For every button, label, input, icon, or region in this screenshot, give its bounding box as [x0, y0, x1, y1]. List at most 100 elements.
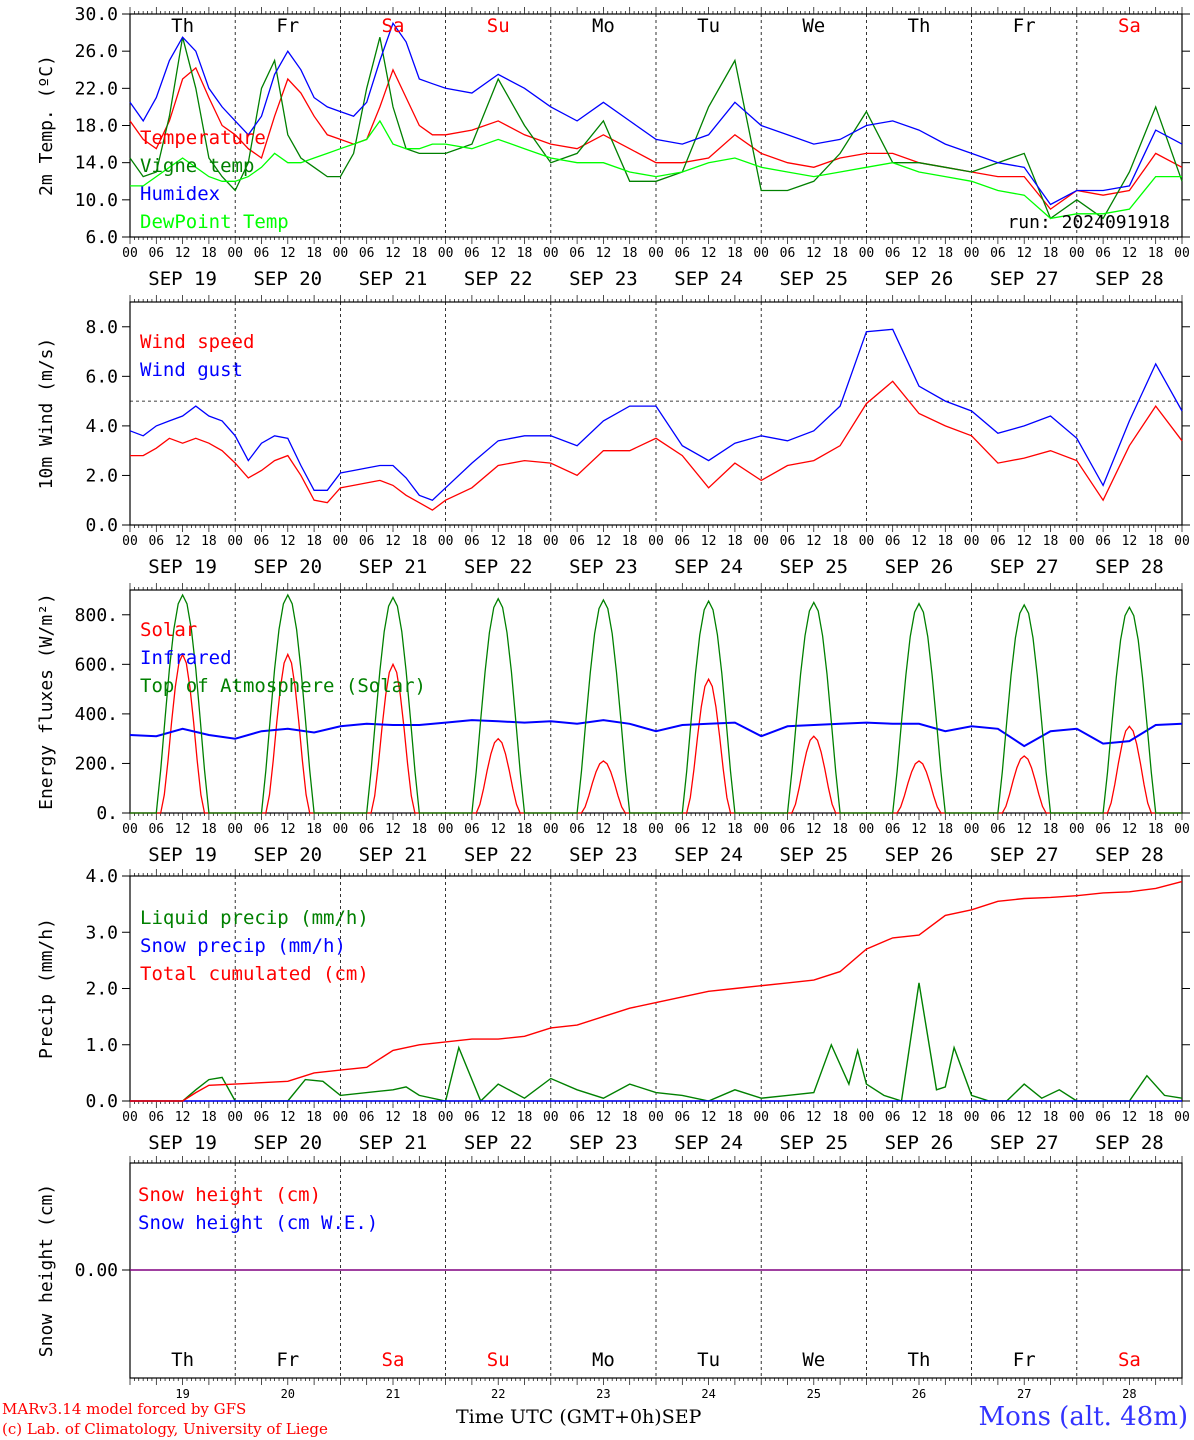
x-hour-tick-label: 12 — [490, 1110, 506, 1125]
x-hour-tick-label: 00 — [227, 822, 243, 837]
x-hour-tick-label: 18 — [1043, 534, 1059, 549]
x-hour-tick-label: 18 — [727, 246, 743, 261]
x-hour-tick-label: 00 — [227, 246, 243, 261]
wind-legend-entry: Wind gust — [140, 359, 243, 381]
x-hour-tick-label: 06 — [359, 246, 375, 261]
bottom-day-label: Tu — [697, 1349, 720, 1371]
x-hour-tick-label: 12 — [385, 1110, 401, 1125]
x-hour-tick-label: 06 — [569, 1110, 585, 1125]
x-hour-tick-label: 18 — [1148, 1110, 1164, 1125]
x-hour-tick-label: 18 — [517, 534, 533, 549]
y-tick-label: 22.0 — [75, 78, 118, 99]
x-hour-tick-label: 06 — [990, 822, 1006, 837]
top-day-label: Th — [171, 15, 194, 37]
top-day-label: Sa — [382, 15, 405, 37]
x-hour-tick-label: 18 — [832, 246, 848, 261]
x-hour-tick-label: 12 — [1122, 534, 1138, 549]
x-hour-tick-label: 06 — [148, 246, 164, 261]
x-hour-tick-label: 18 — [937, 822, 953, 837]
bottom-day-label: Fr — [1013, 1349, 1036, 1371]
x-hour-tick-label: 18 — [1043, 1110, 1059, 1125]
precip-series-0 — [130, 982, 1183, 1103]
x-hour-tick-label: 00 — [438, 534, 454, 549]
x-hour-tick-label: 12 — [596, 822, 612, 837]
y-tick-label: 800. — [75, 605, 118, 626]
x-hour-tick-label: 06 — [780, 1110, 796, 1125]
x-hour-tick-label: 12 — [911, 534, 927, 549]
x-date-label: SEP 22 — [464, 844, 533, 866]
bottom-day-number: 28 — [1122, 1387, 1136, 1401]
x-hour-tick-label: 00 — [122, 246, 138, 261]
x-date-label: SEP 20 — [253, 1132, 322, 1154]
y-tick-label: 0.0 — [85, 1091, 118, 1112]
x-hour-tick-label: 00 — [859, 534, 875, 549]
x-hour-tick-label: 12 — [806, 534, 822, 549]
top-day-label: Fr — [1013, 15, 1036, 37]
bottom-day-label: Th — [171, 1349, 194, 1371]
x-hour-tick-label: 00 — [753, 246, 769, 261]
x-axis-title-text: Time UTC (GMT+0h) — [456, 1406, 662, 1428]
x-hour-tick-label: 18 — [411, 1110, 427, 1125]
x-hour-tick-label: 00 — [859, 1110, 875, 1125]
precip-series-2 — [130, 880, 1183, 1102]
top-day-label: We — [802, 15, 825, 37]
bottom-day-label: Fr — [276, 1349, 299, 1371]
x-hour-tick-label: 06 — [148, 534, 164, 549]
x-hour-tick-label: 12 — [911, 822, 927, 837]
x-hour-tick-label: 06 — [359, 1110, 375, 1125]
x-hour-tick-label: 00 — [1174, 534, 1190, 549]
x-hour-tick-label: 18 — [1043, 822, 1059, 837]
x-hour-tick-label: 18 — [201, 246, 217, 261]
x-hour-tick-label: 18 — [1148, 822, 1164, 837]
y-tick-label: 4.0 — [85, 416, 118, 437]
bottom-day-label: Sa — [382, 1349, 405, 1371]
x-hour-tick-label: 00 — [543, 1110, 559, 1125]
y-axis-label: Energy fluxes (W/m²) — [36, 593, 57, 810]
x-hour-tick-label: 18 — [937, 246, 953, 261]
x-hour-tick-label: 06 — [569, 246, 585, 261]
x-hour-tick-label: 18 — [622, 534, 638, 549]
x-hour-tick-label: 12 — [1016, 534, 1032, 549]
x-hour-tick-label: 00 — [753, 822, 769, 837]
x-hour-tick-label: 06 — [990, 246, 1006, 261]
x-hour-tick-label: 06 — [464, 822, 480, 837]
x-hour-tick-label: 00 — [438, 1110, 454, 1125]
wind-legend-entry: Wind speed — [140, 331, 254, 353]
x-hour-tick-label: 18 — [517, 246, 533, 261]
bottom-day-number: 22 — [491, 1387, 505, 1401]
x-hour-tick-label: 18 — [517, 822, 533, 837]
y-tick-label: 8.0 — [85, 317, 118, 338]
top-day-label: Th — [908, 15, 931, 37]
top-day-label: Mo — [592, 15, 615, 37]
x-hour-tick-label: 00 — [1174, 822, 1190, 837]
x-hour-tick-label: 00 — [122, 822, 138, 837]
snow-legend-entry: Snow height (cm) — [138, 1184, 321, 1206]
x-hour-tick-label: 18 — [832, 534, 848, 549]
x-date-label: SEP 24 — [674, 268, 743, 290]
x-hour-tick-label: 12 — [596, 534, 612, 549]
x-hour-tick-label: 12 — [701, 534, 717, 549]
x-hour-tick-label: 06 — [569, 534, 585, 549]
x-hour-tick-label: 00 — [333, 1110, 349, 1125]
temp-series-3 — [130, 119, 1182, 220]
temp-series-0 — [129, 66, 1183, 210]
energy-legend-entry: Solar — [140, 619, 197, 641]
x-hour-tick-label: 00 — [227, 534, 243, 549]
x-date-label: SEP 20 — [253, 268, 322, 290]
x-hour-tick-label: 00 — [1069, 1110, 1085, 1125]
x-hour-tick-label: 18 — [1043, 246, 1059, 261]
x-hour-tick-label: 00 — [859, 246, 875, 261]
wind-series-1 — [129, 328, 1183, 501]
bottom-day-number: 21 — [386, 1387, 400, 1401]
x-date-label: SEP 21 — [359, 268, 428, 290]
x-hour-tick-label: 12 — [701, 1110, 717, 1125]
x-hour-tick-label: 06 — [674, 246, 690, 261]
x-hour-tick-label: 06 — [990, 534, 1006, 549]
x-hour-tick-label: 12 — [1122, 822, 1138, 837]
x-hour-tick-label: 00 — [122, 1110, 138, 1125]
x-hour-tick-label: 12 — [596, 1110, 612, 1125]
energy-panel-frame — [129, 589, 1183, 814]
x-hour-tick-label: 06 — [674, 822, 690, 837]
y-tick-label: 10.0 — [75, 190, 118, 211]
